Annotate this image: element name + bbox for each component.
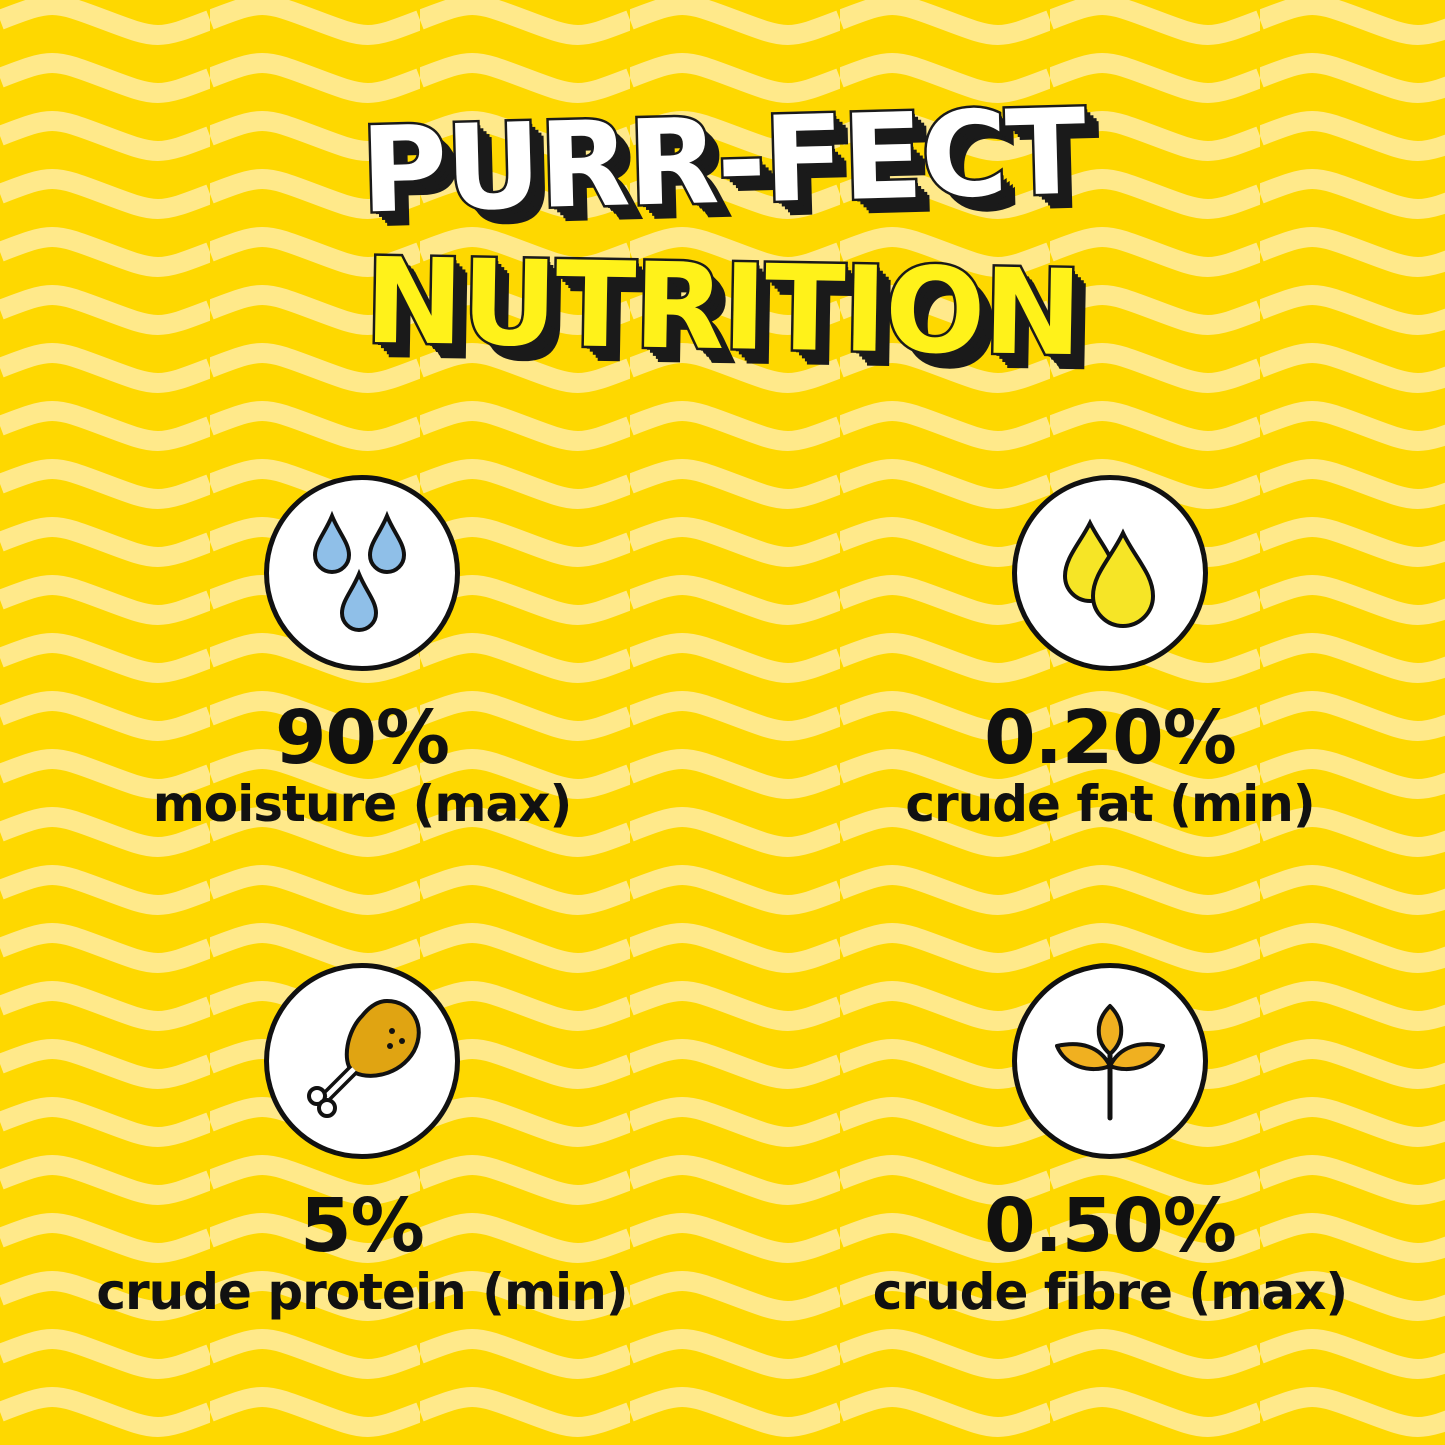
fat-badge xyxy=(1012,475,1208,671)
moisture-badge xyxy=(264,475,460,671)
fibre-badge xyxy=(1012,963,1208,1159)
protein-stat: 5% crude protein (min) xyxy=(52,963,672,1317)
fibre-label: crude fibre (max) xyxy=(872,1263,1348,1321)
moisture-value: 90% xyxy=(274,695,450,781)
moisture-label: moisture (max) xyxy=(152,775,573,833)
title-line-2: NUTRITION xyxy=(361,229,1084,384)
moisture-stat: 90% moisture (max) xyxy=(52,475,672,829)
fat-stat: 0.20% crude fat (min) xyxy=(800,475,1420,829)
protein-label: crude protein (min) xyxy=(96,1263,628,1321)
protein-value: 5% xyxy=(300,1183,425,1269)
fat-label: crude fat (min) xyxy=(905,775,1315,833)
chicken-leg-icon xyxy=(307,998,421,1118)
oil-drops-icon xyxy=(1062,518,1156,628)
fibre-value: 0.50% xyxy=(984,1183,1237,1269)
wheat-sprout-icon xyxy=(1055,1004,1165,1121)
protein-badge xyxy=(264,963,460,1159)
fibre-stat: 0.50% crude fibre (max) xyxy=(800,963,1420,1317)
water-drops-icon xyxy=(312,510,407,632)
fat-value: 0.20% xyxy=(984,695,1237,781)
